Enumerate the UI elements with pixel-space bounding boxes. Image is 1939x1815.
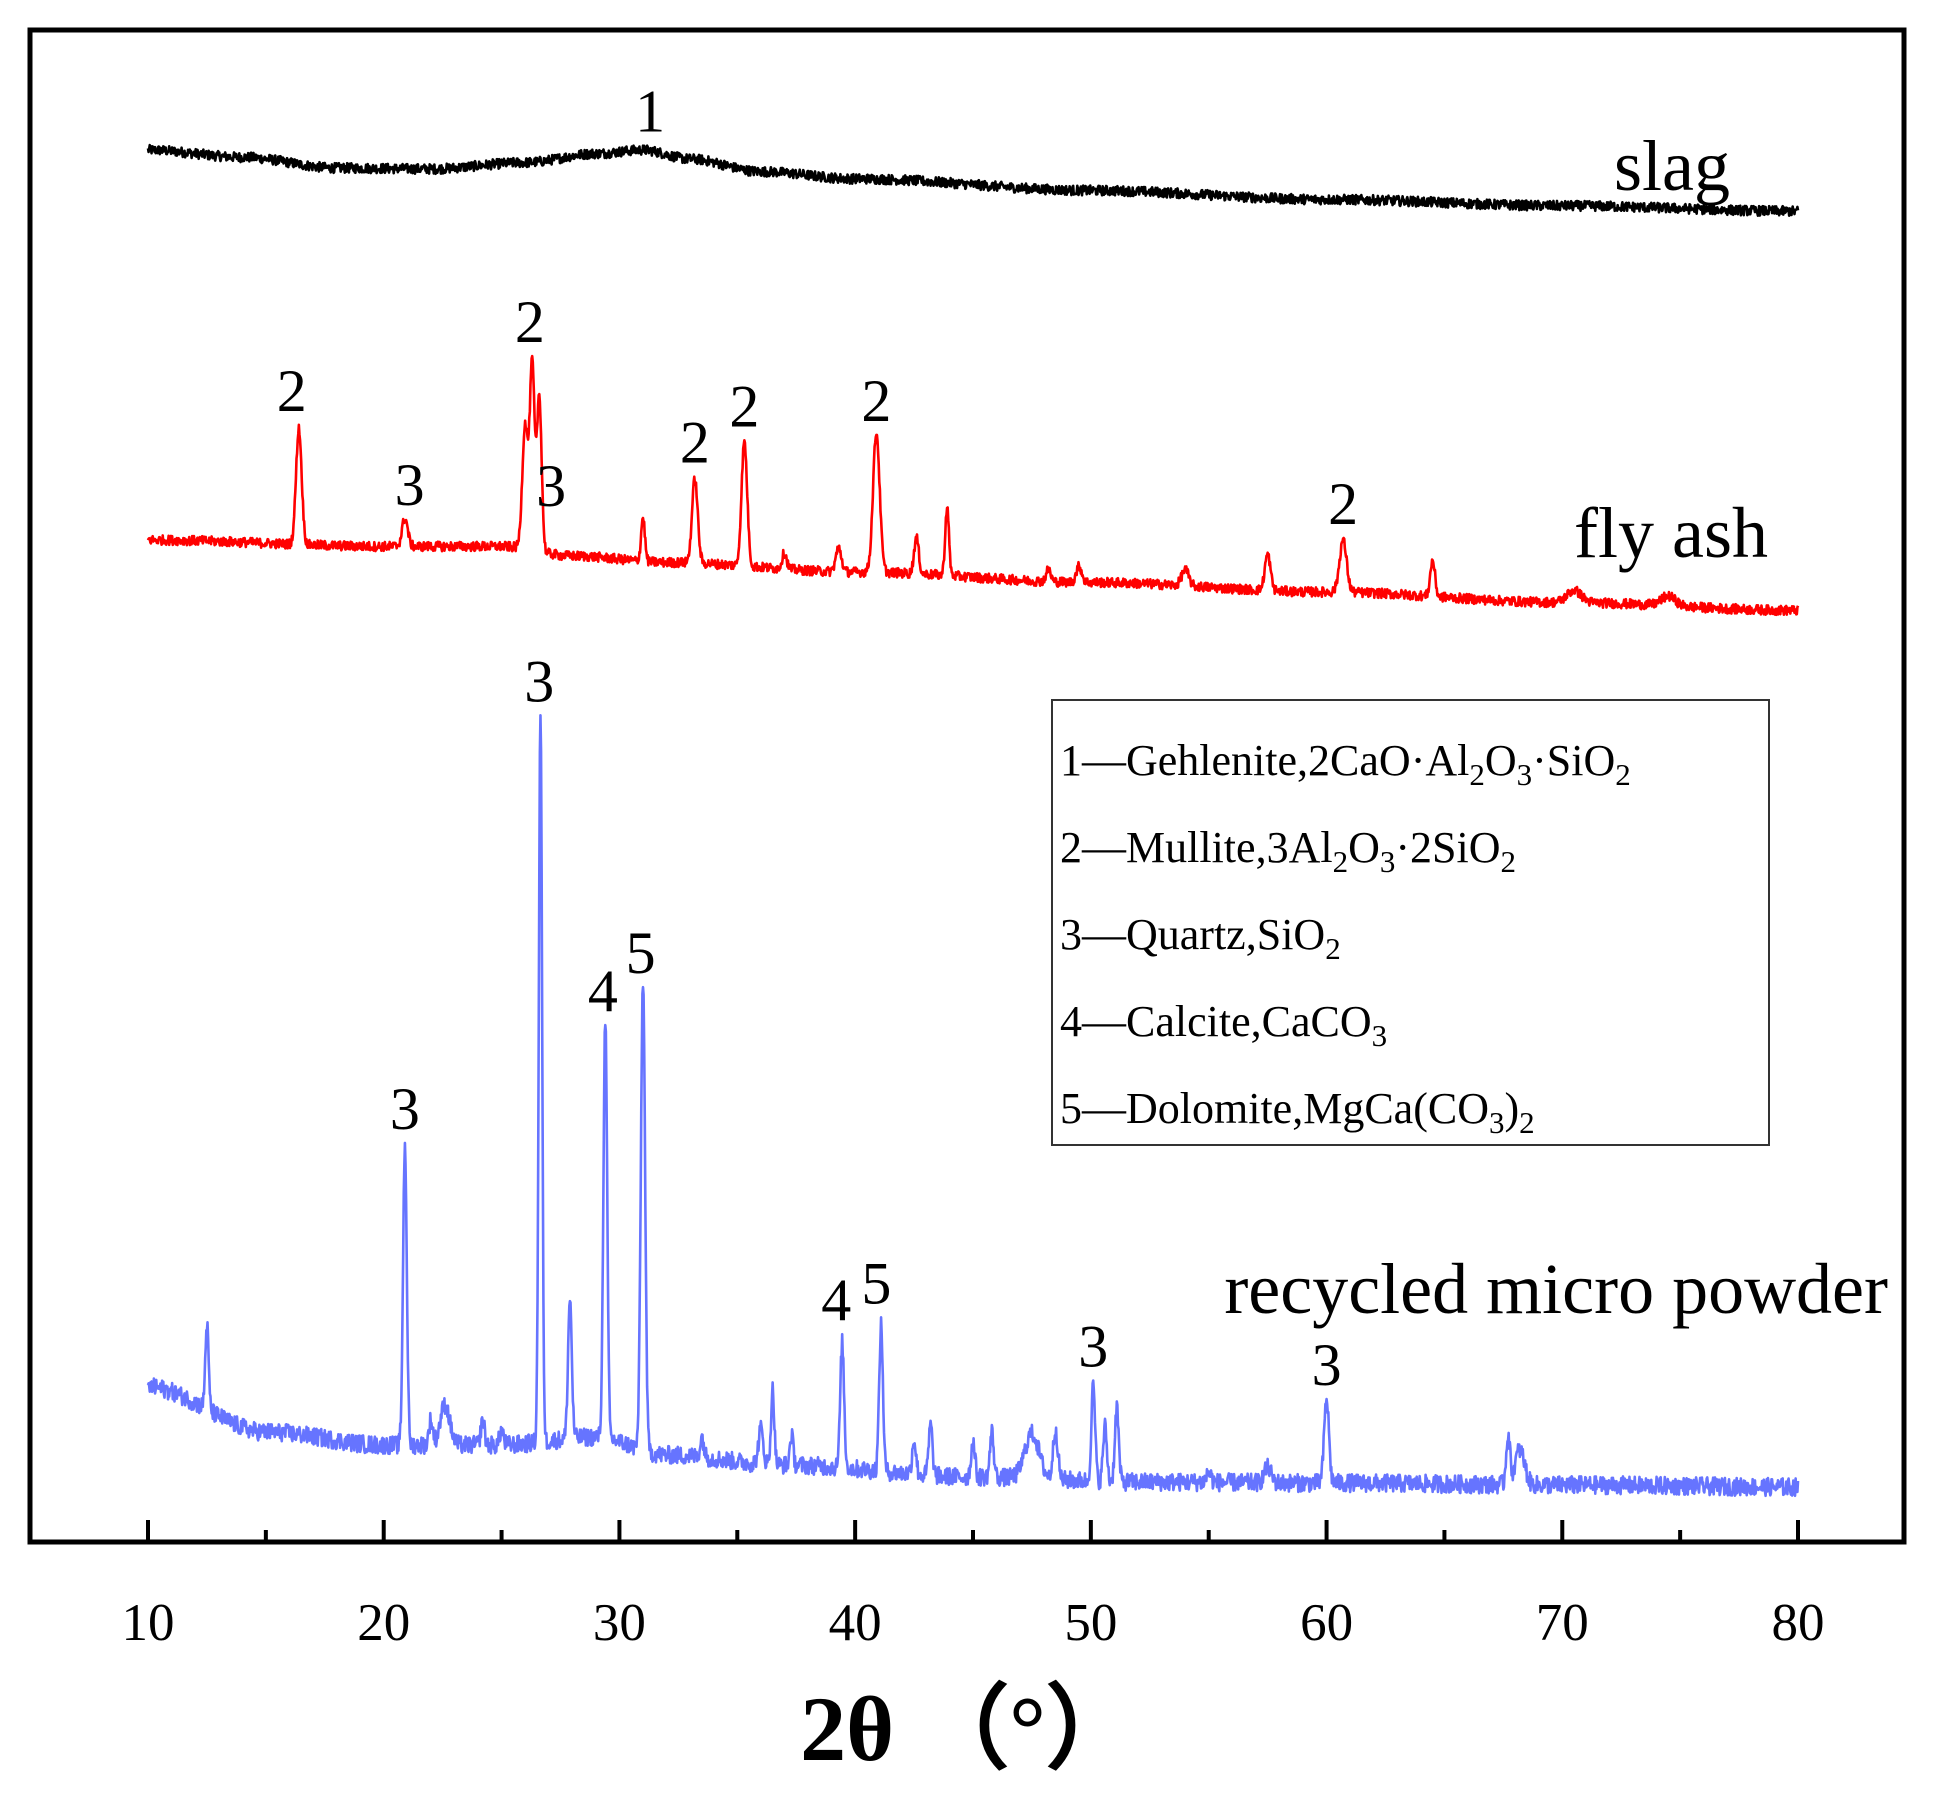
legend-comma: ,: [1297, 736, 1308, 785]
legend-entry-number: 4: [1060, 997, 1082, 1046]
plot-frame: [27, 27, 1907, 1545]
legend-comma: ,: [1256, 823, 1267, 872]
legend-entry-number: 5: [1060, 1084, 1082, 1133]
legend-entry: 5—Dolomite,MgCa(CO3)2: [1060, 1084, 1535, 1140]
series-line-recycled-micro-powder: [146, 714, 1800, 1498]
series-line-fly-ash: [146, 354, 1800, 617]
legend-formula-text: 2CaO·Al: [1308, 736, 1469, 785]
x-tick-label: 10: [122, 1594, 175, 1652]
legend-entry: 2—Mullite,3Al2O3·2SiO2: [1060, 823, 1516, 879]
legend-dash: —: [1081, 1084, 1127, 1133]
legend-formula-text: CaCO: [1262, 997, 1372, 1046]
series-line-slag: [146, 143, 1800, 217]
legend-comma: ,: [1246, 910, 1257, 959]
legend-comma: ,: [1292, 1084, 1303, 1133]
legend-formula-text: ): [1504, 1084, 1519, 1133]
legend-formula-subscript: 3: [1489, 1105, 1505, 1140]
peak-label: 4: [821, 1267, 851, 1333]
legend-formula-text: ·SiO: [1532, 736, 1615, 785]
legend-formula-subscript: 2: [1519, 1105, 1535, 1140]
peak-label: 1: [635, 79, 665, 145]
legend-formula-subscript: 2: [1325, 931, 1341, 966]
peak-label: 4: [588, 958, 618, 1024]
legend-dash: —: [1081, 736, 1127, 785]
legend-formula-subscript: 2: [1469, 757, 1485, 792]
peak-label: 2: [515, 289, 545, 355]
x-tick-label: 50: [1064, 1594, 1117, 1652]
legend-entry-number: 2: [1060, 823, 1082, 872]
peak-label: 2: [277, 358, 307, 424]
legend-formula-text: O: [1348, 823, 1380, 872]
legend-formula-text: 3Al: [1267, 823, 1333, 872]
legend-entry-name: Calcite: [1126, 997, 1251, 1046]
legend-formula-subscript: 3: [1517, 757, 1533, 792]
peak-label: 2: [861, 368, 891, 434]
peak-label: 3: [390, 1076, 420, 1142]
legend-entry: 4—Calcite,CaCO3: [1060, 997, 1387, 1053]
series-label-layer: slag fly ash recycled micro powder: [1224, 126, 1888, 1329]
legend-formula-text: ·2SiO: [1395, 823, 1500, 872]
x-tick-label: 40: [829, 1594, 882, 1652]
series-label-slag: slag: [1614, 126, 1730, 206]
peak-label: 2: [680, 410, 710, 476]
legend-formula-subscript: 3: [1372, 1018, 1388, 1053]
legend-formula-subscript: 2: [1500, 844, 1516, 879]
x-tick-label: 20: [357, 1594, 410, 1652]
series-layer: [146, 143, 1800, 1498]
legend-dash: —: [1081, 997, 1127, 1046]
legend-formula-subscript: 3: [1380, 844, 1396, 879]
peak-label: 3: [1312, 1332, 1342, 1398]
peak-label: 3: [524, 648, 554, 714]
legend-formula-subscript: 2: [1615, 757, 1631, 792]
legend-dash: —: [1081, 823, 1127, 872]
legend-entry-name: Mullite: [1126, 823, 1256, 872]
peak-label: 5: [626, 920, 656, 986]
legend-formula-text: MgCa(CO: [1303, 1084, 1489, 1133]
x-axis-ticks: 10 20 30 40 50 60 70 80: [122, 1520, 1825, 1652]
legend-comma: ,: [1251, 997, 1262, 1046]
peak-label: 2: [729, 373, 759, 439]
legend-entry: 3—Quartz,SiO2: [1060, 910, 1341, 966]
x-axis-label: 2θ （°）: [800, 1678, 1138, 1780]
peak-label: 5: [861, 1250, 891, 1316]
legend-entry-name: Gehlenite: [1126, 736, 1297, 785]
legend-box: [1051, 699, 1770, 1146]
legend-formula-text: SiO: [1257, 910, 1325, 959]
legend-entry-name: Quartz: [1126, 910, 1246, 959]
peak-label: 3: [536, 453, 566, 519]
x-tick-label: 70: [1536, 1594, 1589, 1652]
x-tick-label: 80: [1772, 1594, 1825, 1652]
legend-entry: 1—Gehlenite,2CaO·Al2O3·SiO2: [1060, 736, 1631, 792]
legend-formula-subscript: 2: [1333, 844, 1349, 879]
x-tick-label: 60: [1300, 1594, 1353, 1652]
peak-label: 3: [395, 452, 425, 518]
peak-label: 2: [1328, 471, 1358, 537]
peak-label: 3: [1078, 1314, 1108, 1380]
legend-formula-text: O: [1485, 736, 1517, 785]
legend-entry-number: 3: [1060, 910, 1082, 959]
legend-entry-number: 1: [1060, 736, 1082, 785]
series-label-fly-ash: fly ash: [1574, 493, 1768, 573]
series-label-recycled-micro-powder: recycled micro powder: [1224, 1249, 1888, 1329]
legend: 1—Gehlenite,2CaO·Al2O3·SiO22—Mullite,3Al…: [1051, 699, 1770, 1146]
legend-dash: —: [1081, 910, 1127, 959]
legend-entry-name: Dolomite: [1126, 1084, 1292, 1133]
x-tick-label: 30: [593, 1594, 646, 1652]
